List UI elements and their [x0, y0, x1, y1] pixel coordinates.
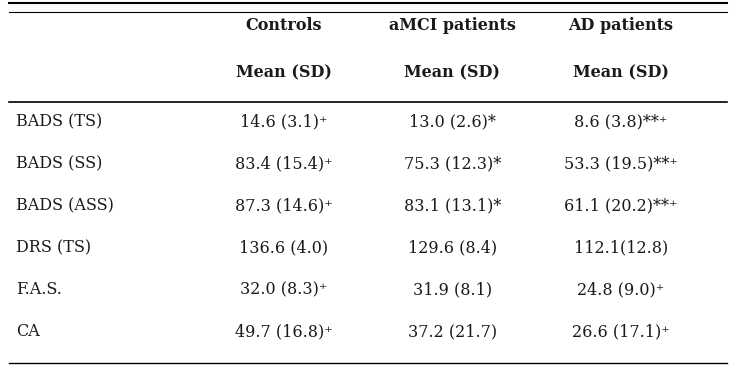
Text: Mean (SD): Mean (SD) — [573, 65, 669, 82]
Text: 14.6 (3.1)⁺: 14.6 (3.1)⁺ — [240, 113, 328, 130]
Text: CA: CA — [16, 323, 40, 340]
Text: 8.6 (3.8)**⁺: 8.6 (3.8)**⁺ — [574, 113, 668, 130]
Text: BADS (ASS): BADS (ASS) — [16, 197, 114, 215]
Text: BADS (SS): BADS (SS) — [16, 155, 102, 173]
Text: 112.1(12.8): 112.1(12.8) — [574, 240, 668, 256]
Text: 49.7 (16.8)⁺: 49.7 (16.8)⁺ — [235, 323, 333, 340]
Text: 53.3 (19.5)**⁺: 53.3 (19.5)**⁺ — [564, 155, 678, 173]
Text: DRS (TS): DRS (TS) — [16, 240, 91, 256]
Text: Controls: Controls — [245, 17, 322, 34]
Text: Mean (SD): Mean (SD) — [404, 65, 500, 82]
Text: 32.0 (8.3)⁺: 32.0 (8.3)⁺ — [240, 282, 328, 298]
Text: 61.1 (20.2)**⁺: 61.1 (20.2)**⁺ — [565, 197, 678, 215]
Text: 87.3 (14.6)⁺: 87.3 (14.6)⁺ — [235, 197, 333, 215]
Text: 37.2 (21.7): 37.2 (21.7) — [408, 323, 497, 340]
Text: 83.4 (15.4)⁺: 83.4 (15.4)⁺ — [235, 155, 333, 173]
Text: F.A.S.: F.A.S. — [16, 282, 62, 298]
Text: aMCI patients: aMCI patients — [389, 17, 516, 34]
Text: 83.1 (13.1)*: 83.1 (13.1)* — [403, 197, 501, 215]
Text: 24.8 (9.0)⁺: 24.8 (9.0)⁺ — [577, 282, 665, 298]
Text: 31.9 (8.1): 31.9 (8.1) — [413, 282, 492, 298]
Text: Mean (SD): Mean (SD) — [236, 65, 332, 82]
Text: AD patients: AD patients — [568, 17, 673, 34]
Text: BADS (TS): BADS (TS) — [16, 113, 102, 130]
Text: 26.6 (17.1)⁺: 26.6 (17.1)⁺ — [572, 323, 670, 340]
Text: 75.3 (12.3)*: 75.3 (12.3)* — [403, 155, 501, 173]
Text: 13.0 (2.6)*: 13.0 (2.6)* — [409, 113, 496, 130]
Text: 136.6 (4.0): 136.6 (4.0) — [239, 240, 328, 256]
Text: 129.6 (8.4): 129.6 (8.4) — [408, 240, 497, 256]
